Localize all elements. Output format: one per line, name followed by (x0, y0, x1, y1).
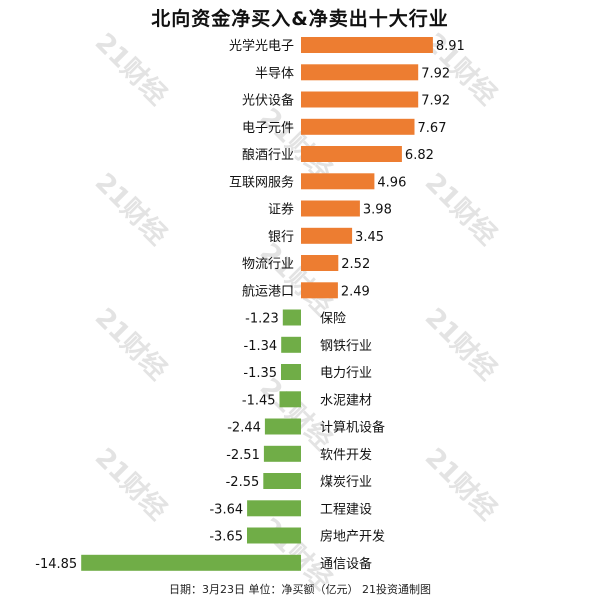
bar (301, 118, 415, 135)
category-label: 房地产开发 (320, 529, 385, 545)
value-label: -3.64 (209, 502, 243, 517)
value-label: -2.51 (226, 448, 260, 463)
value-label: 4.96 (377, 175, 406, 190)
category-label: 物流行业 (242, 257, 294, 272)
category-label: 计算机设备 (320, 420, 385, 436)
watermark-text: 21财经 (419, 167, 503, 251)
value-label: 6.82 (405, 148, 434, 163)
bar (301, 255, 339, 271)
bar (301, 200, 360, 217)
category-label: 保险 (320, 312, 346, 327)
bar (301, 146, 402, 162)
bar (263, 473, 301, 489)
value-label: -2.44 (227, 421, 261, 436)
bar (264, 418, 301, 435)
value-label: 2.49 (341, 284, 370, 299)
category-label: 工程建设 (320, 502, 372, 517)
watermark-text: 21财经 (419, 442, 503, 526)
bar (279, 391, 301, 408)
value-label: -1.35 (243, 366, 277, 381)
watermark-text: 21财经 (89, 27, 173, 111)
value-label: 7.92 (421, 66, 450, 81)
watermark-text: 21财经 (419, 302, 503, 386)
bar-layer (81, 37, 433, 571)
bar (281, 336, 301, 353)
bar (81, 554, 301, 571)
watermark-text: 21财经 (89, 167, 173, 251)
watermark-text: 21财经 (254, 237, 338, 321)
category-label: 电力行业 (320, 366, 372, 381)
watermark-text: 21财经 (254, 372, 338, 456)
value-label: -1.34 (244, 339, 278, 354)
watermark-text: 21财经 (89, 302, 173, 386)
category-label: 光伏设备 (242, 93, 294, 109)
watermark-text: 21财经 (89, 442, 173, 526)
value-label: -2.55 (226, 475, 260, 490)
category-label: 半导体 (255, 66, 294, 81)
value-label: -1.23 (245, 312, 279, 327)
bar (301, 64, 419, 81)
category-label: 航运港口 (242, 283, 294, 299)
label-layer: 光学光电子 8.91 半导体 7.92 光伏设备 7.92 电子元件 7.67 酿酒行业 6.82… (35, 38, 465, 572)
bar (301, 91, 419, 108)
category-label: 软件开发 (320, 447, 372, 463)
value-label: -14.85 (35, 557, 77, 572)
category-label: 互联网服务 (229, 174, 294, 190)
bar (247, 500, 301, 517)
bar (281, 364, 301, 380)
value-label: 8.91 (436, 39, 465, 54)
category-label: 银行 (268, 230, 294, 245)
category-label: 煤炭行业 (320, 475, 372, 490)
value-label: -1.45 (242, 393, 276, 408)
bar (301, 37, 433, 53)
value-label: -3.65 (209, 530, 243, 545)
category-label: 光学光电子 (229, 38, 294, 54)
value-label: 7.92 (421, 94, 450, 109)
category-label: 通信设备 (320, 556, 372, 572)
bar (247, 527, 301, 544)
category-label: 酿酒行业 (242, 147, 294, 163)
bar (263, 445, 301, 462)
bar (301, 282, 338, 299)
value-label: 3.98 (363, 203, 392, 218)
bar (282, 309, 301, 326)
chart-title: 北向资金净买入&净卖出十大行业 (151, 8, 449, 30)
category-label: 钢铁行业 (320, 339, 372, 354)
value-label: 3.45 (355, 230, 384, 245)
category-label: 证券 (268, 202, 294, 218)
category-label: 电子元件 (242, 121, 294, 136)
value-label: 2.52 (341, 257, 370, 272)
chart-footer: 日期：3月23日 单位：净买额（亿元） 21投资通制图 (169, 583, 431, 596)
bar (301, 173, 375, 190)
bar (301, 227, 353, 244)
value-label: 7.67 (418, 121, 447, 136)
category-label: 水泥建材 (320, 393, 372, 408)
